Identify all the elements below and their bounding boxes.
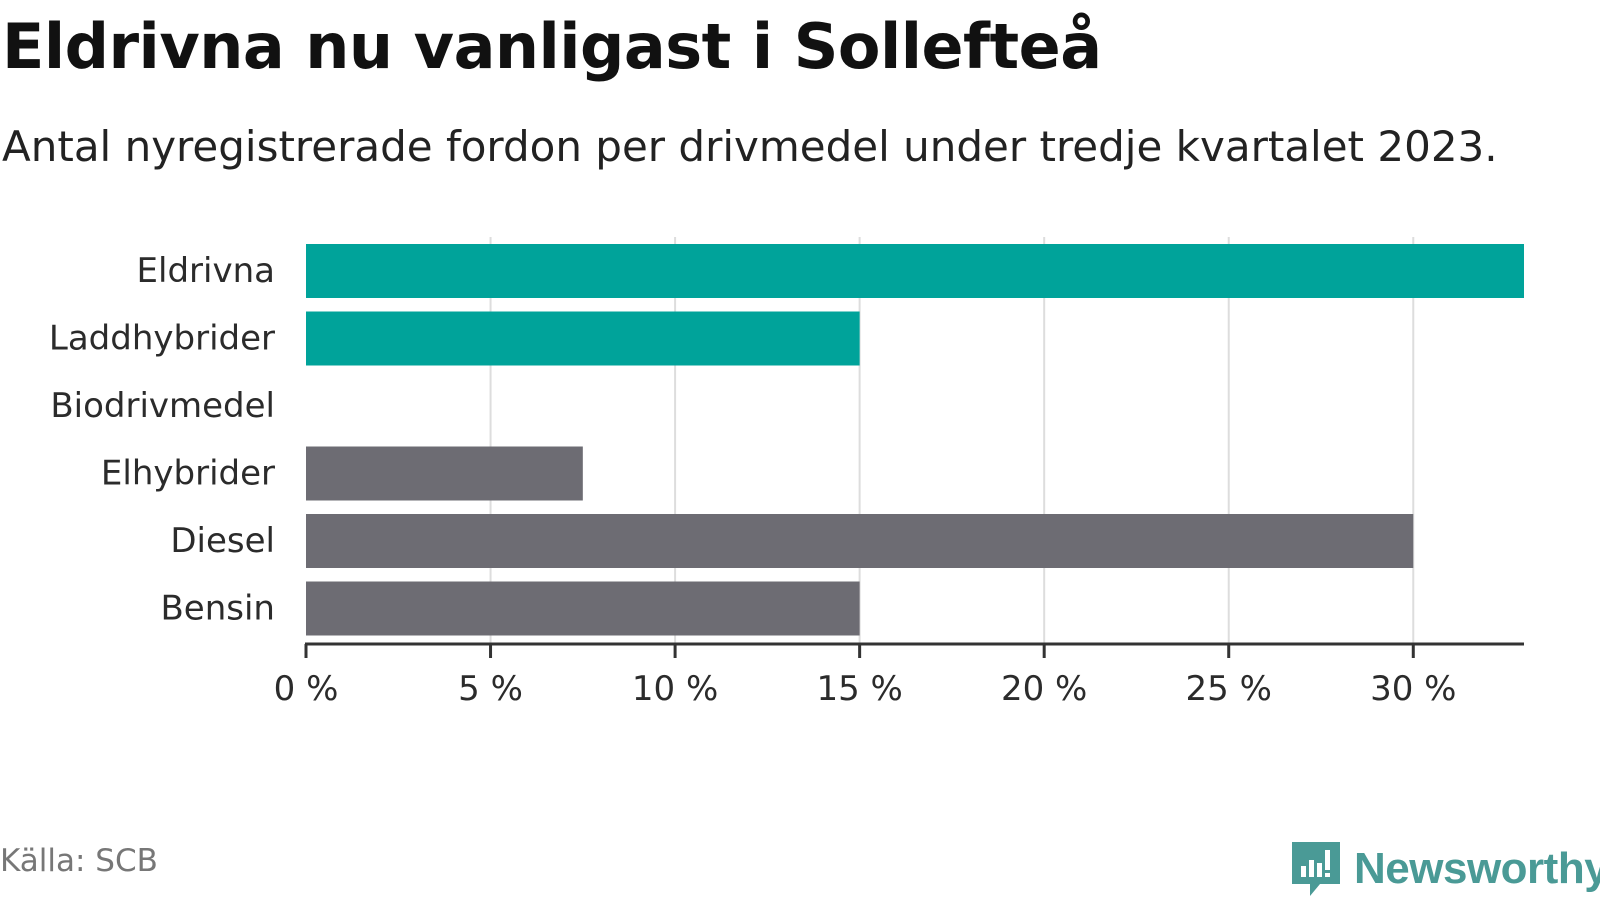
x-tick-label: 0 %	[274, 669, 339, 709]
category-label: Eldrivna	[137, 251, 275, 291]
x-tick-label: 20 %	[1001, 669, 1087, 709]
gridlines	[489, 237, 1415, 644]
bar-diesel	[306, 514, 1414, 568]
bar-laddhybrider	[306, 311, 860, 366]
chart-title: Eldrivna nu vanligast i Sollefteå	[2, 10, 1102, 83]
category-label: Elhybrider	[101, 454, 275, 494]
bar-elhybrider	[306, 446, 583, 501]
category-labels: Eldrivna Laddhybrider Biodrivmedel Elhybrid…	[49, 251, 275, 629]
x-tick-label: 15 %	[816, 669, 902, 709]
x-tick-label: 10 %	[632, 669, 718, 709]
x-tick-label: 5 %	[458, 669, 523, 709]
bars	[306, 244, 1524, 636]
brand-name: Newsworthy	[1354, 844, 1600, 893]
brand-logo: Newsworthy	[1290, 840, 1600, 898]
category-label: Bensin	[160, 589, 275, 629]
x-tick-label: 30 %	[1370, 669, 1456, 709]
bar-eldrivna	[306, 244, 1524, 298]
bar-bensin	[306, 581, 860, 636]
newsworthy-logo-icon	[1292, 842, 1340, 896]
category-label: Laddhybrider	[49, 319, 275, 359]
source-note: Källa: SCB	[0, 843, 158, 879]
chart-subtitle: Antal nyregistrerade fordon per drivmede…	[2, 122, 1498, 171]
category-label: Biodrivmedel	[50, 386, 275, 426]
category-label: Diesel	[170, 521, 275, 561]
bar-chart: Eldrivna Laddhybrider Biodrivmedel Elhybrid…	[49, 237, 1524, 709]
x-axis: 0 % 5 % 10 % 15 % 20 % 25 % 30 %	[274, 642, 1524, 709]
x-tick-label: 25 %	[1186, 669, 1272, 709]
